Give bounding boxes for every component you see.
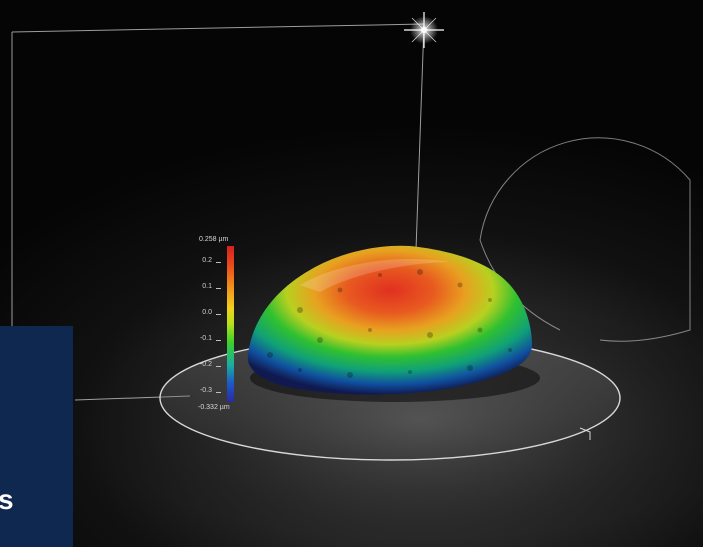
colorbar-tick: 0.1 <box>202 283 212 290</box>
colorbar-tick: -0.2 <box>199 361 212 368</box>
colorbar-tick-mark <box>216 366 221 367</box>
colorbar-tick-mark <box>216 392 221 393</box>
colorbar <box>227 246 234 402</box>
colorbar-tick-mark <box>216 288 221 289</box>
colorbar-tick: -0.3 <box>199 387 212 394</box>
colorbar-max-label: 0.258 µm <box>199 236 229 243</box>
colorbar-tick: 0.2 <box>202 257 212 264</box>
colorbar-tick: -0.1 <box>199 335 212 342</box>
panel-text-fragment: s <box>0 484 14 515</box>
overlay-panel <box>0 326 73 547</box>
surface-mound <box>247 245 532 395</box>
colorbar-tick-mark <box>216 340 221 341</box>
mound-texture <box>267 269 512 378</box>
colorbar-tick-mark <box>216 314 221 315</box>
colorbar-min-label: -0.332 µm <box>198 404 230 411</box>
mound-highlight <box>300 258 450 292</box>
wafer-notch <box>579 427 591 440</box>
colorbar-tick-mark <box>216 262 221 263</box>
colorbar-tick: 0.0 <box>202 309 212 316</box>
light-flare <box>404 12 444 48</box>
